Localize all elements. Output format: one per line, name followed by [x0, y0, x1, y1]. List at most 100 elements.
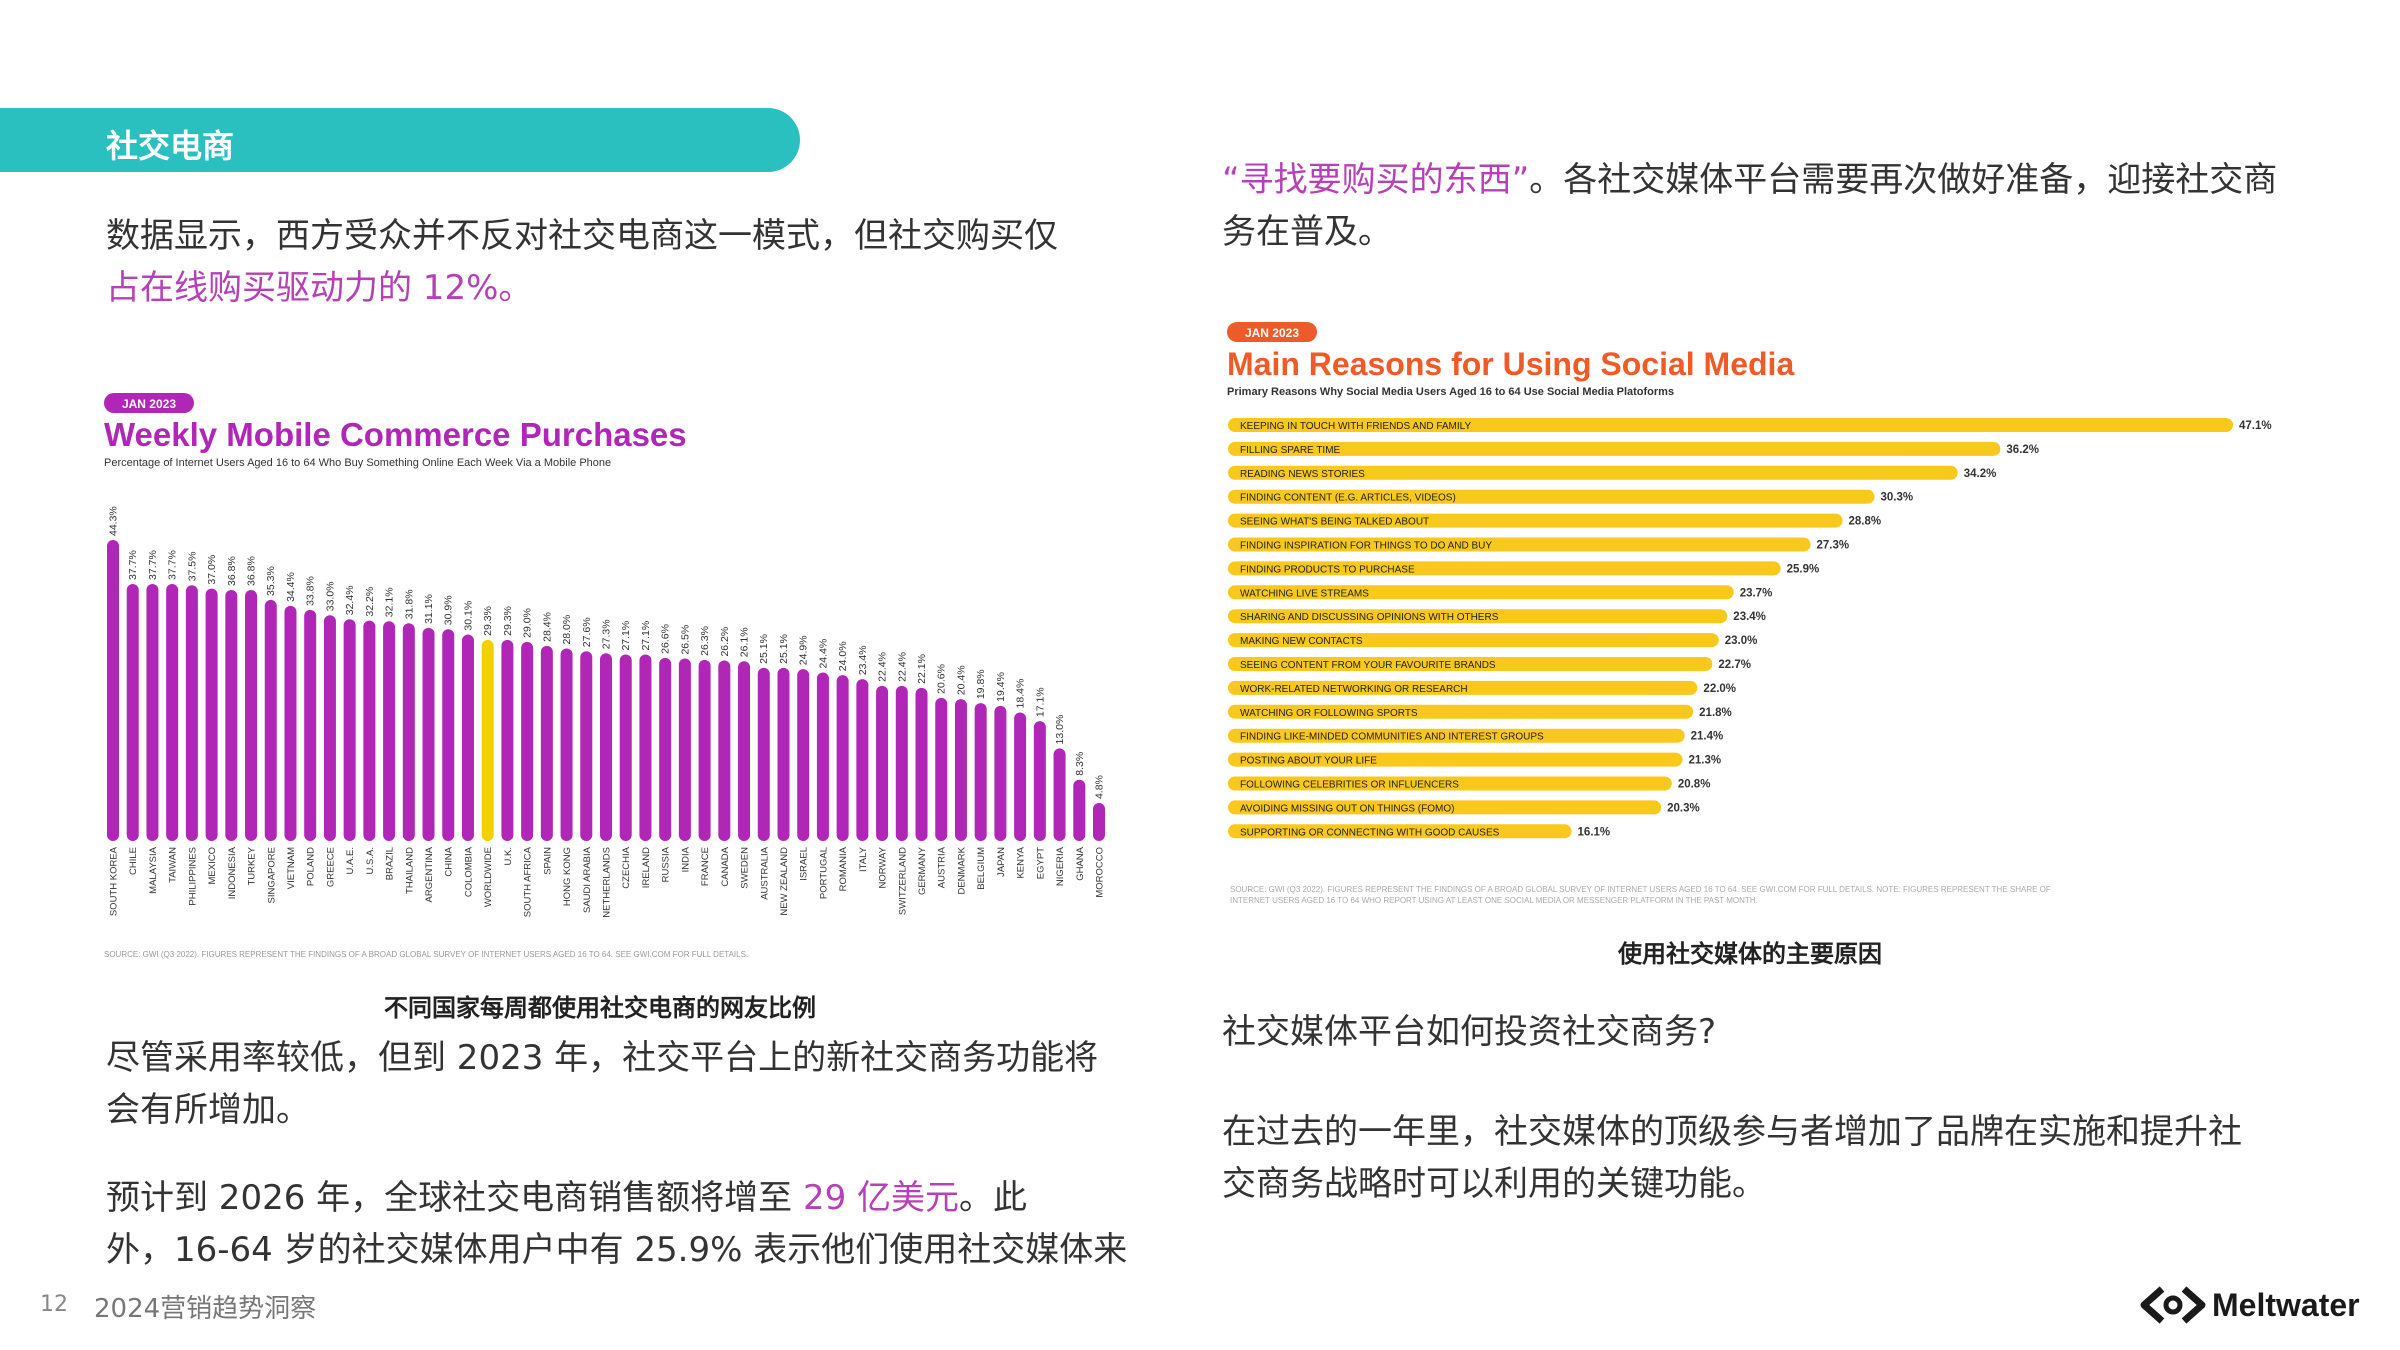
chart2-bar: [1228, 418, 2233, 432]
chart2-category-label: WORK-RELATED NETWORKING OR RESEARCH: [1240, 684, 1468, 695]
chart1-category-label: GHANA: [1075, 846, 1086, 880]
chart2-title: Main Reasons for Using Social Media: [1227, 346, 1794, 382]
chart1-category-label: NEW ZEALAND: [779, 847, 790, 916]
footer-doc-title: 2024营销趋势洞察: [94, 1294, 317, 1324]
chart1-category-label: TAIWAN: [168, 847, 179, 883]
chart1-bar: [323, 615, 336, 841]
chart1-bar: [935, 697, 948, 841]
chart2-bar: [1228, 633, 1719, 648]
chart1-value-label: 33.8%: [305, 576, 317, 606]
chart1-value-label: 26.5%: [679, 625, 691, 655]
chart2-value-label: 22.0%: [1703, 683, 1736, 695]
adoption-line1: 尽管采用率较低，但到 2023 年，社交平台上的新社交商务功能将: [106, 1038, 1099, 1078]
chart2-badge: JAN 2023: [1245, 326, 1299, 340]
chart1-caption: 不同国家每周都使用社交电商的网友比例: [384, 994, 816, 1022]
chart1-bar: [363, 620, 376, 841]
chart2-category-label: FILLING SPARE TIME: [1240, 445, 1341, 456]
chart2-value-label: 27.3%: [1817, 540, 1850, 552]
chart1-value-label: 19.8%: [975, 669, 987, 699]
chart2-subtitle: Primary Reasons Why Social Media Users A…: [1227, 386, 1674, 398]
features-line1: 在过去的一年里，社交媒体的顶级参与者增加了品牌在实施和提升社: [1222, 1112, 2242, 1152]
weekly-commerce-chart: JAN 2023 Weekly Mobile Commerce Purchase…: [104, 393, 1106, 959]
adoption-paragraph: 尽管采用率较低，但到 2023 年，社交平台上的新社交商务功能将 会有所增加。: [106, 1032, 1186, 1136]
chart1-category-label: SAUDI ARABIA: [582, 846, 593, 913]
chart2-bar: [1228, 609, 1728, 624]
chart1-bar: [185, 585, 198, 841]
chart1-value-label: 32.1%: [384, 587, 396, 617]
chart2-value-label: 30.3%: [1881, 492, 1914, 504]
chart1-source: SOURCE: GWI (Q3 2022). FIGURES REPRESENT…: [104, 950, 748, 959]
chart2-value-label: 20.8%: [1678, 779, 1711, 791]
chart1-category-label: WORLDWIDE: [483, 847, 494, 907]
chart1-bar: [1093, 803, 1105, 841]
chart1-value-label: 26.2%: [719, 627, 731, 657]
chart1-value-label: 36.8%: [246, 556, 258, 586]
chart1-value-label: 36.8%: [226, 556, 238, 586]
chart1-category-label: SOUTH AFRICA: [523, 846, 534, 917]
chart1-value-label: 32.4%: [344, 585, 356, 615]
chart1-value-label: 44.3%: [108, 506, 120, 536]
chart1-category-label: INDONESIA: [227, 846, 238, 899]
chart2-value-label: 23.0%: [1725, 635, 1758, 647]
chart2-category-label: AVOIDING MISSING OUT ON THINGS (FOMO): [1240, 803, 1454, 814]
chart1-category-label: RUSSIA: [661, 846, 672, 882]
chart2-bar: [1228, 513, 1843, 528]
page-number: 12: [40, 1292, 68, 1317]
chart1-category-label: SOUTH KOREA: [109, 846, 120, 916]
chart2-source-line2: INTERNET USERS AGED 16 TO 64 WHO REPORT …: [1230, 896, 1758, 905]
chart2-bar: [1228, 800, 1662, 815]
chart2-value-label: 16.1%: [1578, 826, 1611, 838]
quote-rest: 。各社交媒体平台需要再次做好准备，迎接社交商: [1529, 160, 2278, 200]
chart1-bar: [797, 669, 810, 841]
chart1-category-label: VIETNAM: [286, 847, 297, 889]
chart1-category-label: SINGAPORE: [266, 847, 277, 904]
chart1-category-label: CHILE: [128, 847, 139, 875]
chart1-category-label: CZECHIA: [621, 846, 632, 888]
chart1-category-label: NIGERIA: [1055, 846, 1066, 886]
adoption-line2: 会有所增加。: [106, 1090, 310, 1130]
chart2-value-label: 36.2%: [2006, 444, 2039, 456]
chart1-category-label: SPAIN: [542, 847, 553, 875]
chart1-category-label: ARGENTINA: [424, 846, 435, 902]
chart1-value-label: 27.1%: [620, 621, 632, 651]
chart1-value-label: 29.0%: [522, 608, 534, 638]
chart1-badge-bg: [104, 393, 194, 413]
chart2-category-label: KEEPING IN TOUCH WITH FRIENDS AND FAMILY: [1240, 421, 1471, 432]
chart1-category-label: POLAND: [306, 847, 317, 886]
chart1-bar: [718, 660, 731, 841]
chart1-value-label: 31.8%: [403, 589, 415, 619]
chart1-bar: [777, 667, 790, 841]
chart1-bar: [521, 641, 534, 841]
chart2-category-label: MAKING NEW CONTACTS: [1240, 636, 1363, 647]
chart2-bar: [1228, 489, 1875, 504]
chart1-badge: JAN 2023: [122, 397, 176, 411]
chart1-value-label: 37.7%: [167, 550, 179, 580]
chart1-category-label: ISRAEL: [799, 847, 810, 881]
chart2-category-label: SEEING WHAT'S BEING TALKED ABOUT: [1240, 517, 1429, 528]
chart1-category-label: ITALY: [858, 846, 869, 872]
chart1-bar: [816, 672, 829, 841]
forecast-pre: 预计到 2026 年，全球社交电商销售额将增至: [106, 1178, 803, 1218]
chart2-value-label: 34.2%: [1964, 468, 1997, 480]
chart2-category-label: SUPPORTING OR CONNECTING WITH GOOD CAUSE…: [1240, 827, 1500, 838]
chart1-bar: [856, 679, 869, 841]
chart1-bar: [264, 599, 277, 841]
chart2-bar: [1228, 585, 1734, 600]
chart2-value-label: 21.3%: [1688, 755, 1721, 767]
chart1-category-label: CANADA: [720, 846, 731, 886]
chart1-bar: [1053, 748, 1066, 841]
chart1-bar: [225, 589, 238, 841]
chart1-value-label: 25.1%: [758, 634, 770, 664]
chart1-category-label: MEXICO: [207, 847, 218, 884]
chart1-bar: [402, 623, 415, 841]
chart2-value-label: 47.1%: [2239, 420, 2272, 432]
chart1-bar: [107, 540, 119, 841]
intro-text: 数据显示，西方受众并不反对社交电商这一模式，但社交购买仅: [106, 216, 1058, 256]
chart2-source-line1: SOURCE: GWI (Q3 2022). FIGURES REPRESENT…: [1230, 885, 2051, 894]
chart2-bar: [1228, 441, 2001, 456]
chart2-category-label: FINDING INSPIRATION FOR THINGS TO DO AND…: [1240, 541, 1492, 552]
chart2-bar: [1228, 728, 1685, 743]
chart1-bar: [501, 639, 514, 841]
features-paragraph: 在过去的一年里，社交媒体的顶级参与者增加了品牌在实施和提升社 交商务战略时可以利…: [1222, 1106, 2362, 1210]
chart1-value-label: 37.7%: [147, 550, 159, 580]
